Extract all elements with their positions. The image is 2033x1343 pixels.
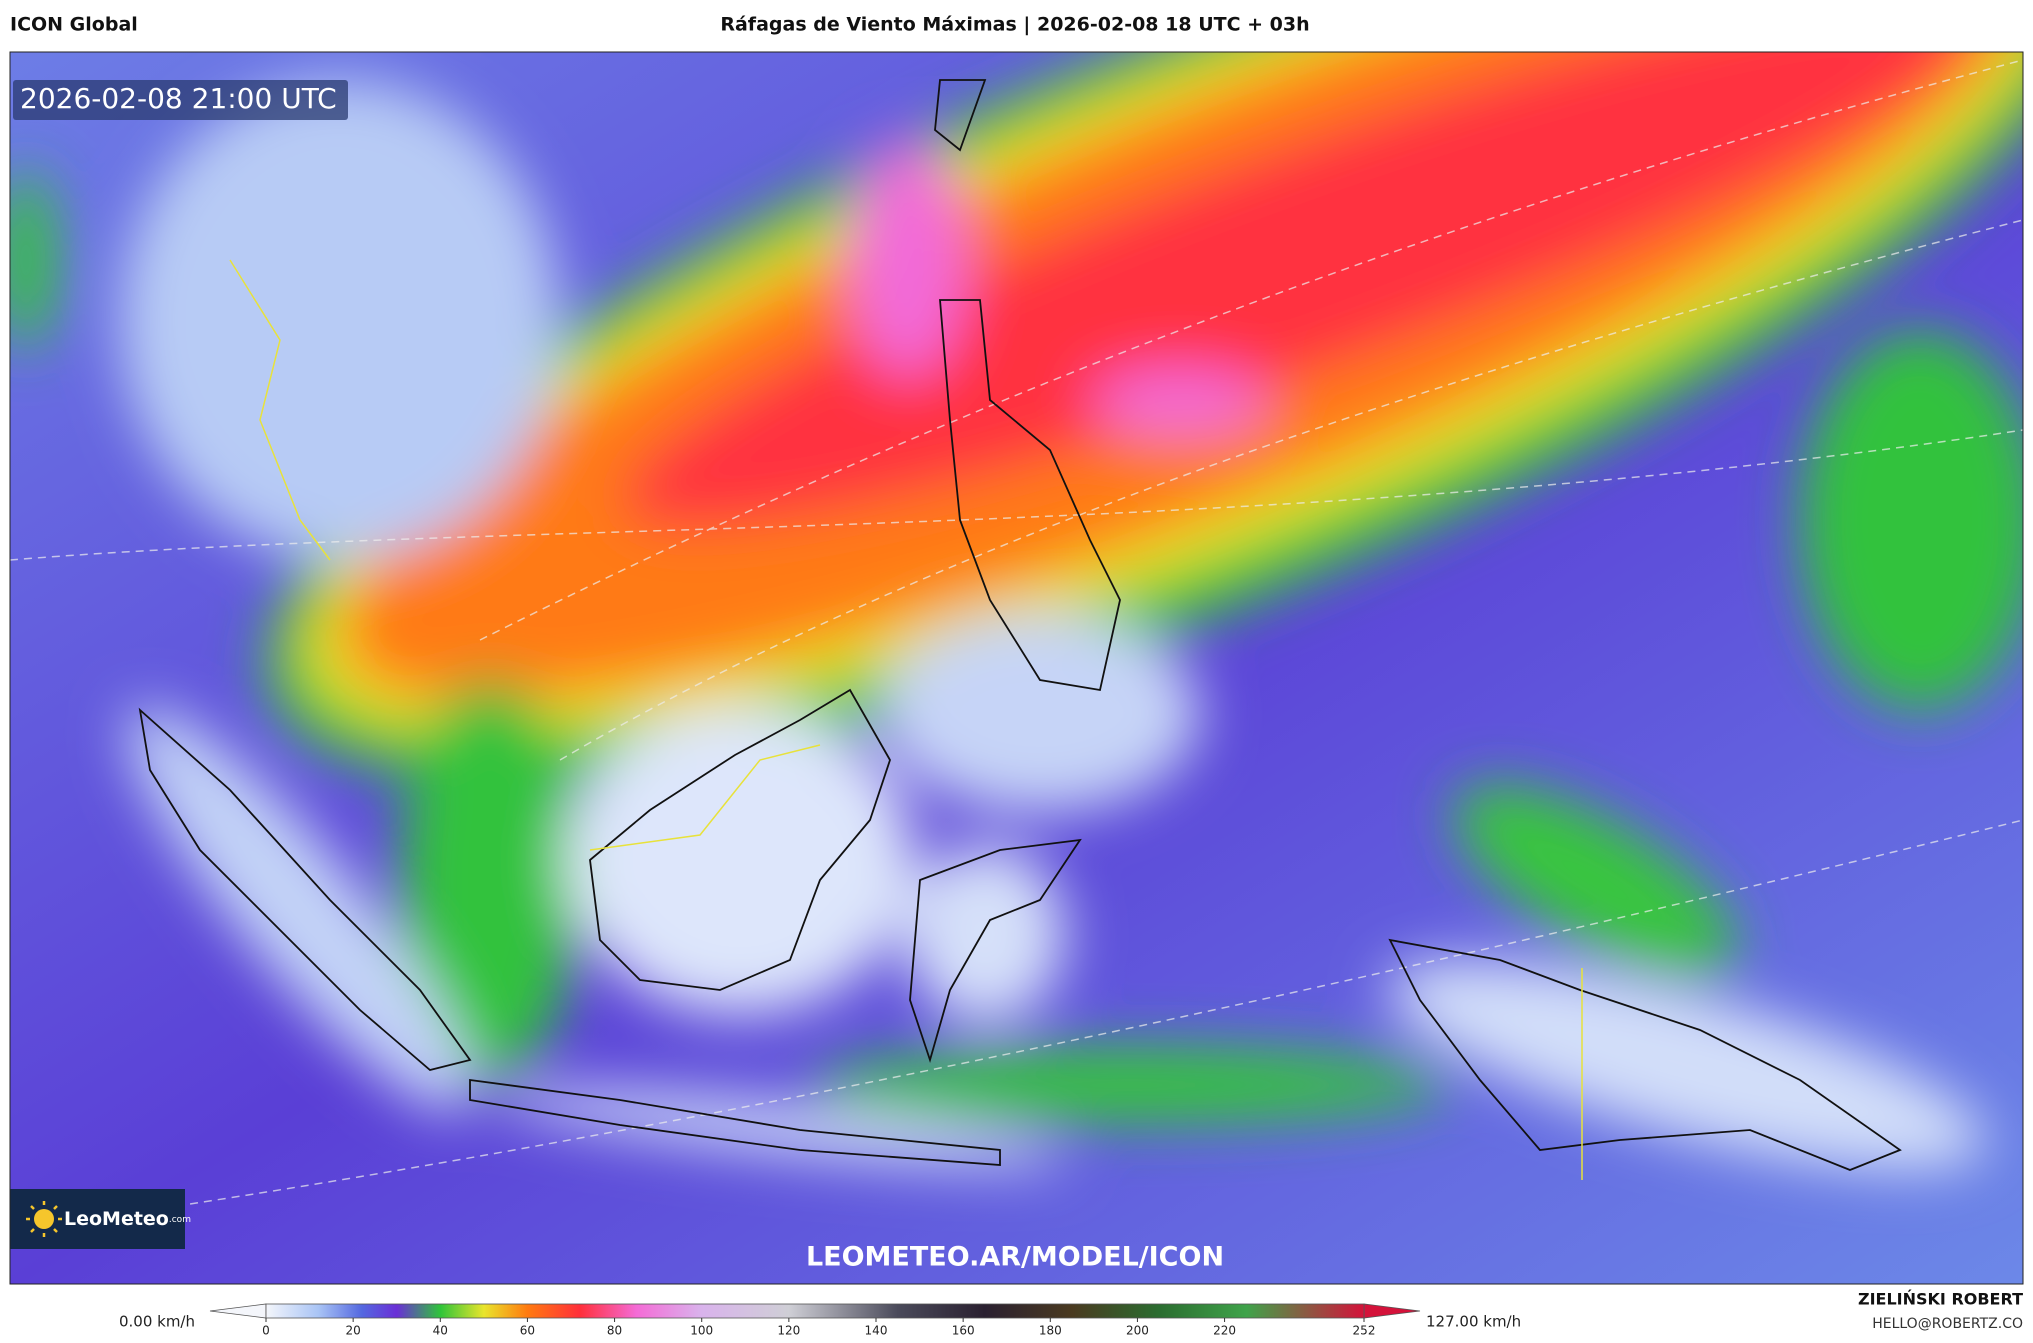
watermark: LEOMETEO.AR/MODEL/ICON (806, 1242, 1224, 1273)
contact: HELLO@ROBERTZ.CO (1872, 1316, 2023, 1332)
colorbar-tick-label: 220 (1213, 1324, 1236, 1338)
colorbar-tick-label: 160 (952, 1324, 975, 1338)
colorbar-tick-label: 200 (1126, 1324, 1149, 1338)
map: 2026-02-08 21:00 UTC LeoMeteo.com LEOMET… (10, 52, 2023, 1284)
colorbar-tick-label: 0 (262, 1324, 270, 1338)
logo: LeoMeteo.com (64, 1208, 191, 1230)
colorbar-tick-label: 60 (520, 1324, 535, 1338)
colorbar-max-arrow (1363, 1303, 1421, 1319)
colorbar-tick-label: 40 (433, 1324, 448, 1338)
colorbar-scale (265, 1303, 1365, 1319)
colorbar-tick-label: 20 (346, 1324, 361, 1338)
colorbar-min: 0.00 km/h (119, 1313, 195, 1331)
colorbar-tick-label: 140 (865, 1324, 888, 1338)
colorbar-min-arrow (209, 1303, 267, 1319)
colorbar-tick-label: 80 (607, 1324, 622, 1338)
colorbar: 0 20 40 60 80 100 120 140 160 180 200 220 252 (209, 1303, 1421, 1338)
colorbar-max: 127.00 km/h (1426, 1313, 1521, 1331)
author: ZIELIŃSKI ROBERT (1858, 1290, 2023, 1309)
chart-title: Ráfagas de Viento Máximas | 2026-02-08 1… (720, 14, 1309, 36)
colorbar-tick-label: 120 (777, 1324, 800, 1338)
colorbar-tick-label: 180 (1039, 1324, 1062, 1338)
model-name: ICON Global (10, 14, 138, 36)
colorbar-tick-label: 100 (690, 1324, 713, 1338)
valid-time: 2026-02-08 21:00 UTC (20, 82, 337, 115)
colorbar-tick-label: 252 (1353, 1324, 1376, 1338)
